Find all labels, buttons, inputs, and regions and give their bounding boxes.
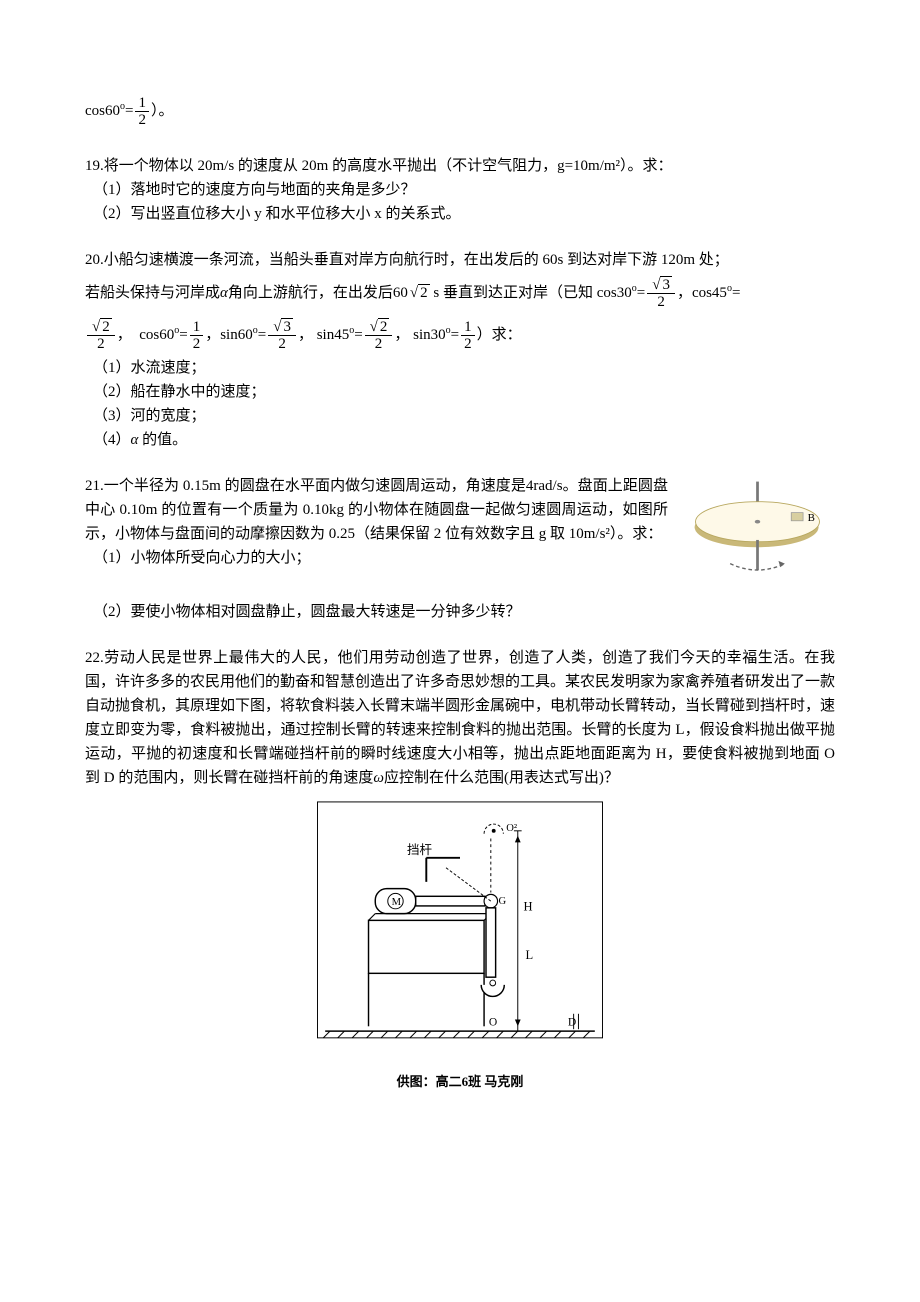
p22-text2: 应控制在什么范围(用表达式写出)？ — [384, 770, 619, 786]
p19-sub2: （2）写出竖直位移大小 y 和水平位移大小 x 的关系式。 — [85, 202, 835, 226]
sqrt2-b: 2 — [90, 319, 112, 336]
frac-r2-2b: 22 — [365, 319, 393, 353]
p22-text: 22.劳动人民是世界上最伟大的人民，他们用劳动创造了世界，创造了人类，创造了我们… — [85, 646, 835, 790]
p21-sub2: （2）要使小物体相对圆盘静止，圆盘最大转速是一分钟多少转？ — [85, 600, 835, 624]
num-r3: 3 — [647, 277, 675, 295]
p20-sub4: （4）α 的值。 — [85, 428, 835, 452]
p21-line1: 21.一个半径为 0.15m 的圆盘在水平面内做匀速圆周运动，角速度是4rad/… — [85, 474, 668, 546]
h-label: H — [524, 900, 533, 914]
eq6: = — [451, 327, 459, 343]
sqrt2-a: 2 — [408, 272, 430, 314]
sqrt3b: 3 — [271, 319, 293, 336]
p21-imgcol: B — [680, 474, 835, 592]
frac-half: 12 — [135, 95, 149, 129]
l-label: L — [525, 948, 533, 962]
eq3: = — [179, 327, 187, 343]
frac-den: 2 — [135, 112, 149, 129]
frag-prefix: cos60 — [85, 103, 120, 119]
cos60-lbl: cos60 — [139, 327, 174, 343]
p20-sub4a: （4） — [93, 432, 131, 448]
num-r2b: 2 — [365, 319, 393, 337]
p19-line1: 19.将一个物体以 20m/s 的速度从 20m 的高度水平抛出（不计空气阻力，… — [85, 154, 835, 178]
p20-sub4b: 的值。 — [138, 432, 187, 448]
sin60-lbl: ，sin60 — [205, 327, 253, 343]
eq2: = — [732, 285, 740, 301]
frag-eq: = — [125, 103, 133, 119]
figure-caption: 供图：高二6班 马克刚 — [85, 1072, 835, 1093]
frac-r3-2b: 32 — [268, 319, 296, 353]
endparen: ）求： — [477, 327, 522, 343]
eq4: = — [258, 327, 266, 343]
den-2f: 2 — [461, 336, 475, 353]
den-2d: 2 — [268, 336, 296, 353]
top-o-label: O² — [506, 823, 517, 834]
problem-22: 22.劳动人民是世界上最伟大的人民，他们用劳动创造了世界，创造了人类，创造了我们… — [85, 646, 835, 1093]
rad2-b: 2 — [100, 318, 112, 335]
d-label: D — [568, 1016, 576, 1028]
comma-cos45: ，cos45 — [677, 285, 727, 301]
p20-l2c: s 垂直到达正对岸（已知 cos30 — [430, 285, 632, 301]
p20-l2b: 角向上游航行，在出发后 — [228, 285, 393, 301]
machine-figure-wrap: M G 挡杆 O² — [85, 800, 835, 1093]
frac-num: 1 — [135, 95, 149, 113]
num-r2: 2 — [87, 319, 115, 337]
problem-20: 20.小船匀速横渡一条河流，当船头垂直对岸方向航行时，在出发后的 60s 到达对… — [85, 248, 835, 452]
omega-sym: ω — [373, 770, 384, 786]
p22-main: 22.劳动人民是世界上最伟大的人民，他们用劳动创造了世界，创造了人类，创造了我们… — [85, 650, 835, 786]
p20-line1: 20.小船匀速横渡一条河流，当船头垂直对岸方向航行时，在出发后的 60s 到达对… — [85, 248, 835, 272]
rad3: 3 — [660, 276, 672, 293]
rad2-a: 2 — [418, 284, 430, 301]
sin45-lbl: ， sin45 — [298, 327, 349, 343]
o-label: O — [489, 1016, 497, 1028]
den-2a: 2 — [647, 294, 675, 311]
p20-sub3: （3）河的宽度； — [85, 404, 835, 428]
frac-r3-2: 32 — [647, 277, 675, 311]
eq1: = — [637, 285, 645, 301]
num-1: 1 — [190, 319, 204, 337]
frac-1-2b: 12 — [461, 319, 475, 353]
sixty-root2: 60 2 — [393, 285, 430, 301]
problem-19: 19.将一个物体以 20m/s 的速度从 20m 的高度水平抛出（不计空气阻力，… — [85, 154, 835, 226]
disk-figure: B — [680, 474, 835, 584]
rad3b: 3 — [281, 318, 293, 335]
num-r3b: 3 — [268, 319, 296, 337]
p21-sub1: （1）小物体所受向心力的大小； — [85, 546, 668, 570]
sqrt2-c: 2 — [368, 319, 390, 336]
frac-1-2: 12 — [190, 319, 204, 353]
rad2-c: 2 — [378, 318, 390, 335]
p21-row: 21.一个半径为 0.15m 的圆盘在水平面内做匀速圆周运动，角速度是4rad/… — [85, 474, 835, 592]
motor-label: M — [392, 897, 402, 908]
alpha-sym: α — [220, 285, 228, 301]
fragment-top: cos60o=12）。 — [85, 90, 835, 132]
frac-r2-2: 22 — [87, 319, 115, 353]
frag-suffix: ）。 — [151, 103, 174, 119]
stop-bar-label: 挡杆 — [407, 843, 433, 857]
p20-line3: 22， cos60o=12，sin60o=32， sin45o=22， sin3… — [85, 314, 835, 356]
pivot-g-label: G — [499, 896, 507, 907]
den-2c: 2 — [190, 336, 204, 353]
p21-textcol: 21.一个半径为 0.15m 的圆盘在水平面内做匀速圆周运动，角速度是4rad/… — [85, 474, 668, 570]
problem-21: 21.一个半径为 0.15m 的圆盘在水平面内做匀速圆周运动，角速度是4rad/… — [85, 474, 835, 624]
p20-line2: 若船头保持与河岸成α角向上游航行，在出发后60 2 s 垂直到达正对岸（已知 co… — [85, 272, 835, 314]
comma1: ， — [117, 327, 132, 343]
eq5: = — [354, 327, 362, 343]
p20-sub1: （1）水流速度； — [85, 356, 835, 380]
num-1b: 1 — [461, 319, 475, 337]
sin30-lbl: ， sin30 — [394, 327, 445, 343]
den-2e: 2 — [365, 336, 393, 353]
sixty: 60 — [393, 285, 408, 301]
p20-l2a: 若船头保持与河岸成 — [85, 285, 220, 301]
p20-sub2: （2）船在静水中的速度； — [85, 380, 835, 404]
machine-figure: M G 挡杆 O² — [315, 800, 605, 1060]
den-2b: 2 — [87, 336, 115, 353]
sqrt3: 3 — [650, 277, 672, 294]
p19-sub1: （1）落地时它的速度方向与地面的夹角是多少？ — [85, 178, 835, 202]
disk-label-b: B — [808, 512, 815, 524]
